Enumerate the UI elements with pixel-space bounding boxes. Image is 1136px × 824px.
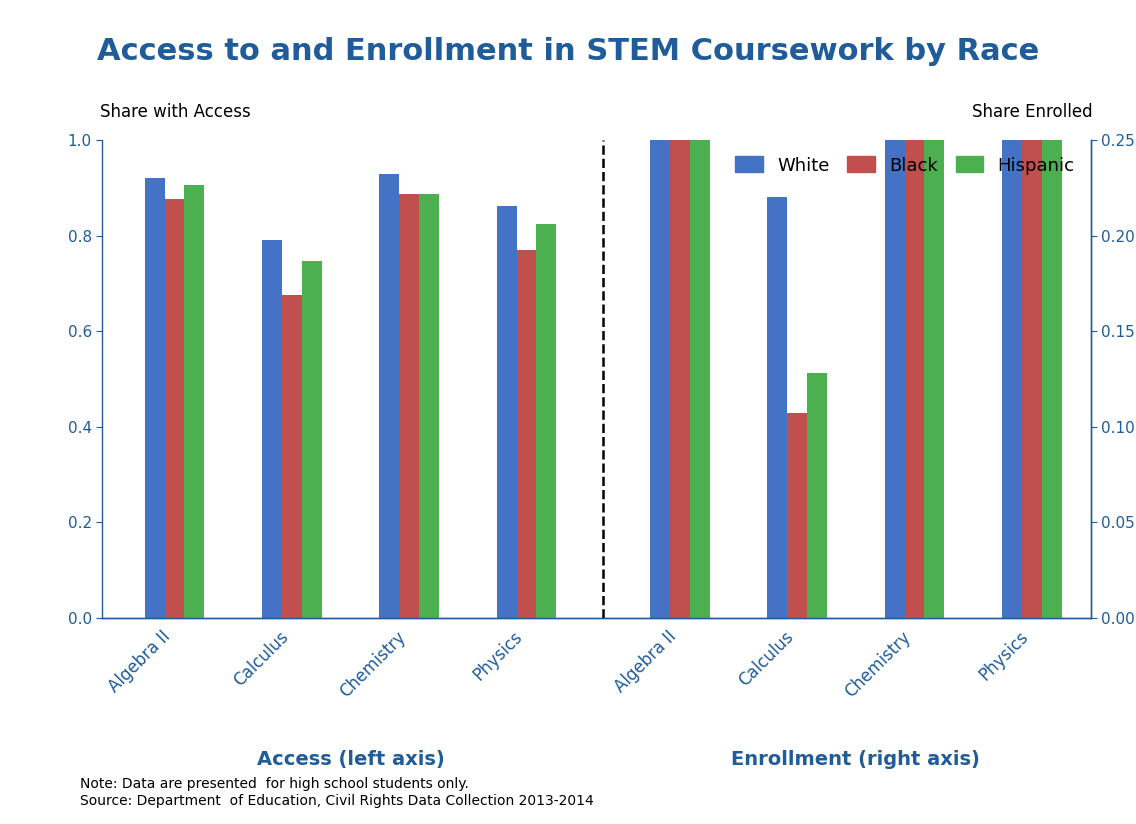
Bar [768, 198, 787, 618]
Bar [399, 194, 419, 618]
Bar [419, 194, 438, 618]
Bar [165, 199, 184, 618]
Bar [670, 0, 690, 618]
Text: Note: Data are presented  for high school students only.
Source: Department  of : Note: Data are presented for high school… [80, 777, 593, 808]
Bar [1002, 0, 1022, 618]
Bar [379, 174, 399, 618]
Text: Access to and Enrollment in STEM Coursework by Race: Access to and Enrollment in STEM Coursew… [97, 37, 1039, 66]
Bar [262, 241, 282, 618]
Bar [184, 185, 204, 618]
Legend: White, Black, Hispanic: White, Black, Hispanic [728, 149, 1081, 182]
Bar [496, 206, 517, 618]
Bar [517, 250, 536, 618]
Bar [904, 0, 925, 618]
Bar [650, 0, 670, 618]
Bar [302, 260, 321, 618]
Text: Share Enrolled: Share Enrolled [972, 103, 1093, 121]
Text: Access (left axis): Access (left axis) [257, 750, 444, 769]
Bar [787, 414, 808, 618]
Bar [925, 0, 944, 618]
Text: Share with Access: Share with Access [100, 103, 251, 121]
Bar [144, 178, 165, 618]
Bar [1022, 0, 1042, 618]
Bar [536, 224, 557, 618]
Bar [885, 0, 904, 618]
Bar [690, 0, 710, 618]
Bar [1042, 0, 1062, 618]
Text: Enrollment (right axis): Enrollment (right axis) [732, 750, 980, 769]
Bar [282, 296, 302, 618]
Bar [808, 373, 827, 618]
